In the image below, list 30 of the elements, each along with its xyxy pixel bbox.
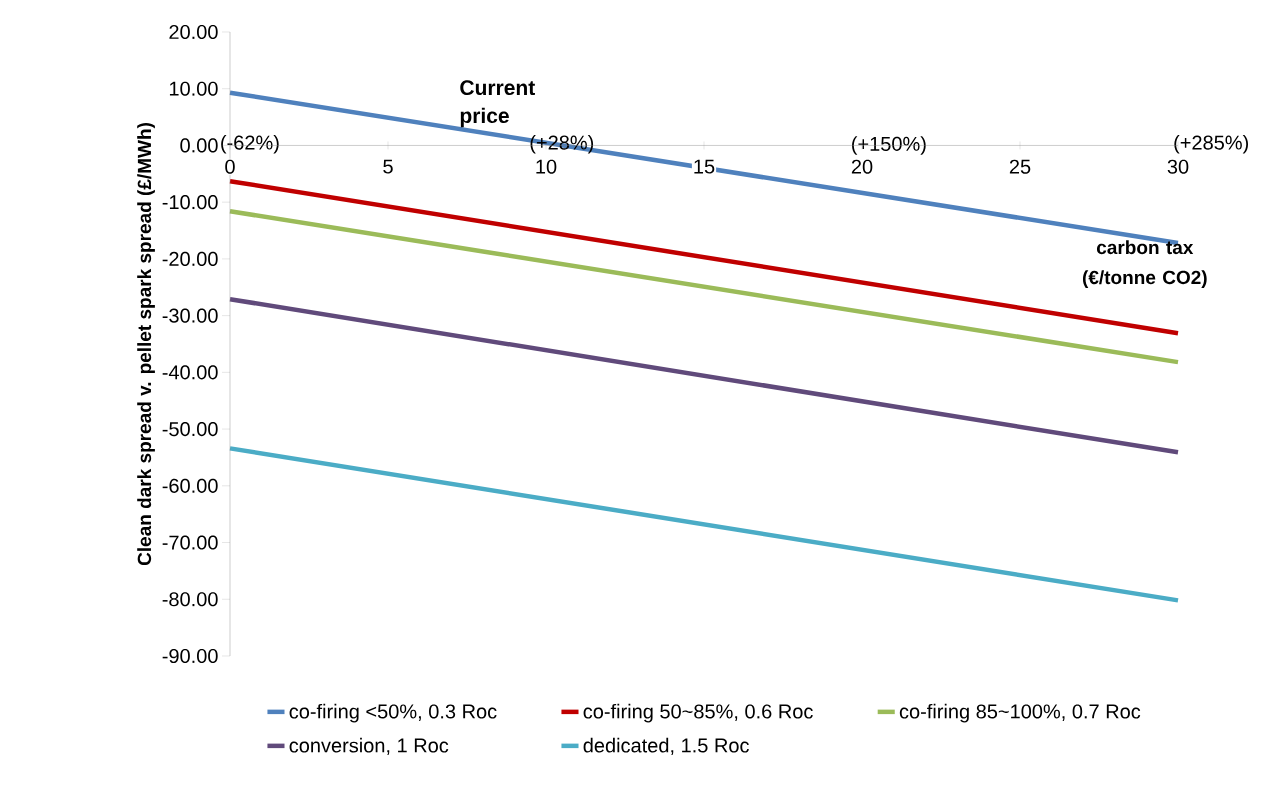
- annotation: (+150%): [852, 136, 926, 155]
- y-tick-label: -90.00: [162, 648, 218, 664]
- annotation: (+285%): [1174, 134, 1249, 154]
- y-axis-title: Clean dark spread v. pellet spark spread (£/MWh): [137, 123, 155, 566]
- x-tick-label: 30: [1167, 159, 1189, 174]
- x-tick-label: 15: [694, 159, 715, 174]
- x-tick-label: 20: [851, 159, 873, 174]
- legend-label: co-firing <50%, 0.3 Roc: [289, 703, 497, 723]
- x-tick-label: 10: [536, 159, 557, 174]
- y-tick-label: 10.00: [169, 81, 218, 96]
- y-tick-label: -20.00: [162, 251, 218, 266]
- y-tick-label: 0.00: [180, 138, 218, 153]
- x-tick-label: 0: [225, 159, 235, 174]
- y-tick-label: -80.00: [162, 592, 218, 607]
- y-tick-label: -60.00: [162, 478, 218, 493]
- y-tick-label: -70.00: [162, 535, 218, 550]
- legend-label: co-firing 85~100%, 0.7 Roc: [899, 703, 1141, 723]
- legend-label: conversion, 1 Roc: [289, 737, 449, 755]
- legend-label: co-firing 50~85%, 0.6 Roc: [583, 703, 813, 723]
- y-tick-label: -50.00: [162, 422, 218, 437]
- y-tick-label: -10.00: [162, 195, 218, 210]
- annotation: (-62%): [221, 134, 279, 154]
- legend-label: dedicated, 1.5 Roc: [583, 737, 749, 755]
- y-tick-label: -30.00: [162, 308, 218, 323]
- y-tick-label: 20.00: [169, 24, 218, 40]
- x-tick-label: 5: [383, 159, 393, 174]
- x-axis-title: carbon tax (€/tonne CO2): [1082, 240, 1207, 288]
- annotation: Current price: [460, 80, 535, 128]
- x-tick-label: 25: [1009, 159, 1031, 174]
- y-tick-label: -40.00: [162, 365, 218, 380]
